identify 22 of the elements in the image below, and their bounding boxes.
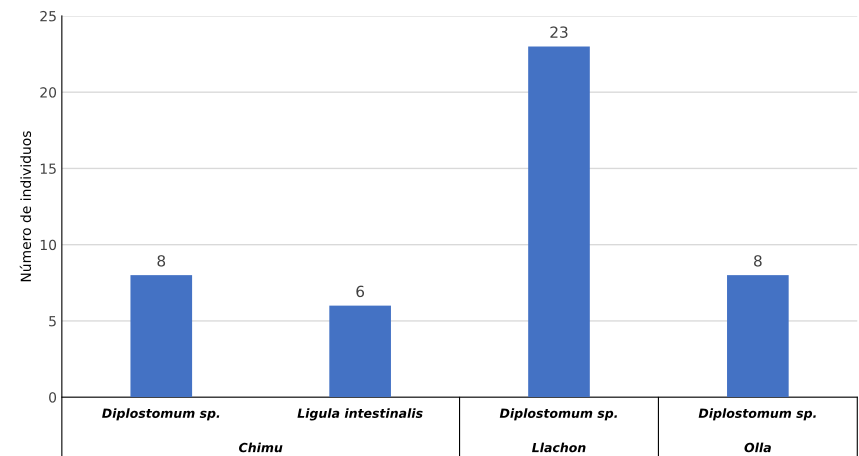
y-tick-label: 20 (40, 87, 56, 98)
bar (130, 275, 192, 398)
y-tick-label: 10 (40, 240, 56, 250)
y-tick-label: 5 (49, 316, 56, 326)
data-label: 8 (157, 255, 166, 267)
data-label: 23 (550, 26, 568, 38)
data-label: 6 (356, 286, 364, 298)
bar (329, 306, 391, 398)
x-tick-label: Ligula intestinalis (297, 408, 423, 420)
x-tick-label: Diplostomum sp. (102, 408, 220, 420)
text: Olla (744, 442, 771, 452)
y-tick-label: 0 (49, 392, 56, 403)
bar (528, 46, 590, 398)
y-tick-label: 25 (40, 10, 56, 22)
text: Llachon (532, 442, 586, 452)
x-tick-label: Diplostomum sp. (500, 408, 617, 420)
y-tick-label: 15 (40, 164, 56, 174)
data-label: 8 (754, 255, 762, 267)
text: Chimu (239, 442, 282, 452)
y-axis-title: Número de individuos (20, 131, 32, 282)
bar (727, 275, 789, 398)
x-tick-label: Diplostomum sp. (698, 408, 816, 420)
